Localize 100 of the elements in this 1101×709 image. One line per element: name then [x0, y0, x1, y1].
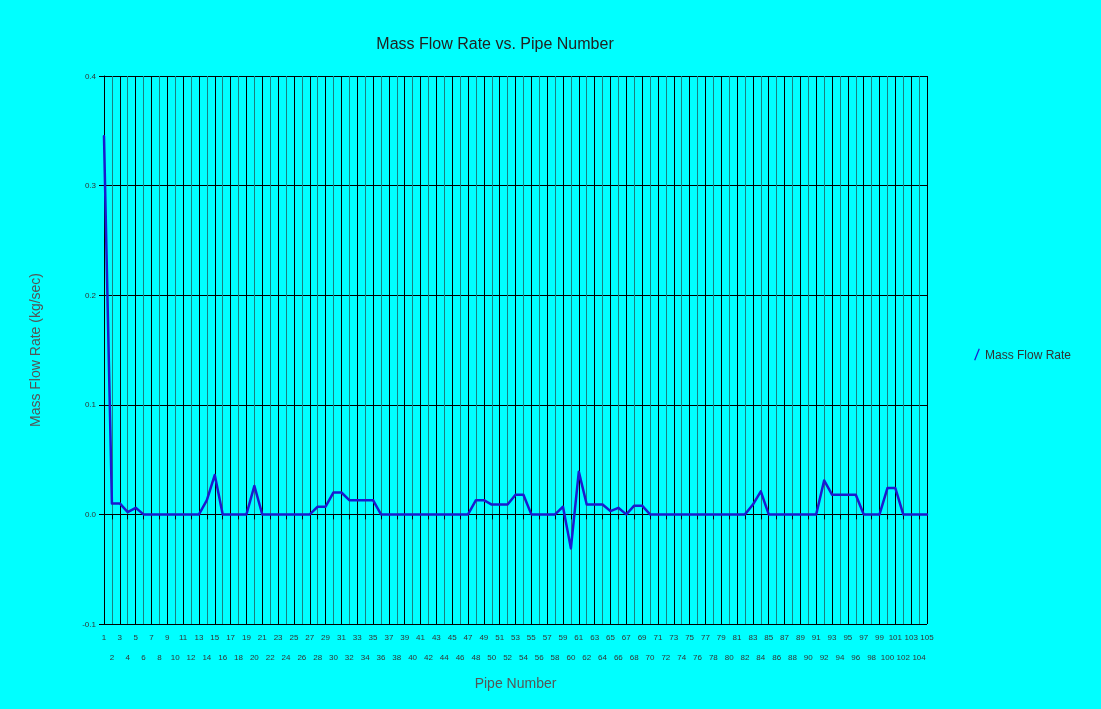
x-tick-label: 25	[289, 632, 299, 642]
x-tick-label: 46	[455, 652, 466, 662]
x-tick-label: 99	[875, 632, 885, 642]
y-tick-label: 0.0	[84, 509, 97, 519]
x-tick-label: 41	[416, 632, 426, 642]
chart-title: Mass Flow Rate vs. Pipe Number	[376, 34, 615, 52]
x-tick-label: 55	[526, 632, 537, 642]
x-tick-label: 63	[590, 632, 600, 642]
x-axis-title: Pipe Number	[474, 675, 557, 691]
legend-label: Mass Flow Rate	[984, 347, 1072, 362]
x-tick-label: 29	[321, 632, 331, 642]
x-tick-label: 69	[637, 632, 648, 642]
x-tick-label: 40	[408, 652, 418, 662]
x-tick-label: 18	[234, 652, 244, 662]
x-tick-label: 84	[756, 652, 766, 662]
x-tick-label: 105	[920, 632, 935, 642]
y-tick-label: 0.4	[84, 71, 97, 81]
y-tick-label: -0.1	[82, 619, 97, 629]
x-tick-label: 74	[677, 652, 687, 662]
x-tick-label: 10	[170, 652, 181, 662]
x-tick-label: 42	[424, 652, 434, 662]
x-tick-label: 39	[400, 632, 410, 642]
x-tick-label: 35	[368, 632, 379, 642]
x-tick-label: 79	[716, 632, 727, 642]
line-series	[102, 135, 929, 550]
x-tick-label: 101	[888, 632, 903, 642]
x-tick-label: 15	[210, 632, 220, 642]
x-tick-label: 92	[819, 652, 830, 662]
x-tick-label: 33	[352, 632, 363, 642]
x-tick-label: 28	[313, 652, 323, 662]
x-tick-label: 95	[843, 632, 853, 642]
x-tick-label: 57	[542, 632, 553, 642]
x-tick-label: 5	[133, 632, 139, 642]
x-tick-label: 1	[101, 632, 107, 642]
x-tick-label: 85	[764, 632, 774, 642]
x-tick-label: 7	[149, 632, 155, 642]
x-tick-label: 65	[606, 632, 616, 642]
x-tick-label: 32	[344, 652, 355, 662]
y-tick-label: 0.1	[84, 400, 97, 410]
x-tick-label: 6	[141, 652, 147, 662]
x-tick-label: 70	[645, 652, 656, 662]
x-tick-label: 62	[582, 652, 592, 662]
x-tick-label: 78	[708, 652, 719, 662]
x-tick-label: 102	[896, 652, 911, 662]
x-tick-label: 93	[827, 632, 838, 642]
x-tick-label: 66	[613, 652, 624, 662]
x-tick-label: 87	[780, 632, 790, 642]
x-tick-label: 19	[241, 632, 252, 642]
x-tick-label: 22	[265, 652, 276, 662]
x-tick-label: 98	[867, 652, 877, 662]
x-tick-label: 90	[803, 652, 814, 662]
x-tick-label: 47	[463, 632, 474, 642]
x-tick-label: 76	[693, 652, 703, 662]
x-tick-label: 75	[685, 632, 695, 642]
x-tick-label: 73	[669, 632, 679, 642]
x-tick-label: 38	[392, 652, 402, 662]
x-tick-label: 83	[748, 632, 758, 642]
x-tick-label: 36	[376, 652, 386, 662]
x-tick-label: 27	[305, 632, 315, 642]
x-tick-label: 11	[178, 632, 188, 642]
x-tick-label: 94	[835, 652, 845, 662]
x-tick-label: 21	[257, 632, 268, 642]
x-tick-label: 80	[724, 652, 735, 662]
x-tick-label: 81	[732, 632, 743, 642]
y-tick-label: 0.2	[84, 290, 97, 300]
x-tick-label: 31	[336, 632, 347, 642]
x-tick-label: 14	[202, 652, 212, 662]
x-tick-label: 88	[788, 652, 798, 662]
x-tick-label: 91	[811, 632, 822, 642]
x-tick-label: 86	[772, 652, 782, 662]
x-tick-label: 103	[904, 632, 919, 642]
x-tick-label: 96	[851, 652, 861, 662]
x-tick-label: 12	[186, 652, 197, 662]
x-tick-label: 48	[471, 652, 481, 662]
x-tick-label: 58	[550, 652, 561, 662]
x-tick-label: 89	[795, 632, 806, 642]
x-tick-label: 50	[487, 652, 497, 662]
x-tick-label: 16	[218, 652, 228, 662]
x-tick-label: 77	[700, 632, 711, 642]
x-tick-label: 52	[503, 652, 513, 662]
x-tick-label: 71	[653, 632, 663, 642]
x-tick-label: 8	[157, 652, 163, 662]
y-axis-title: Mass Flow Rate (kg/sec)	[27, 272, 43, 428]
x-tick-label: 61	[574, 632, 584, 642]
x-tick-label: 3	[117, 632, 123, 642]
y-tick-label: 0.3	[84, 181, 97, 191]
x-tick-label: 44	[439, 652, 450, 662]
x-tick-label: 64	[598, 652, 608, 662]
x-tick-label: 17	[226, 632, 236, 642]
x-tick-label: 37	[384, 632, 394, 642]
x-tick-label: 26	[297, 652, 307, 662]
x-tick-label: 34	[360, 652, 371, 662]
x-tick-label: 23	[273, 632, 284, 642]
x-tick-label: 51	[495, 632, 505, 642]
x-tick-label: 53	[511, 632, 521, 642]
x-tick-label: 59	[558, 632, 568, 642]
x-tick-label: 68	[629, 652, 640, 662]
x-tick-label: 9	[165, 632, 171, 642]
x-tick-label: 20	[249, 652, 260, 662]
x-tick-label: 67	[621, 632, 632, 642]
